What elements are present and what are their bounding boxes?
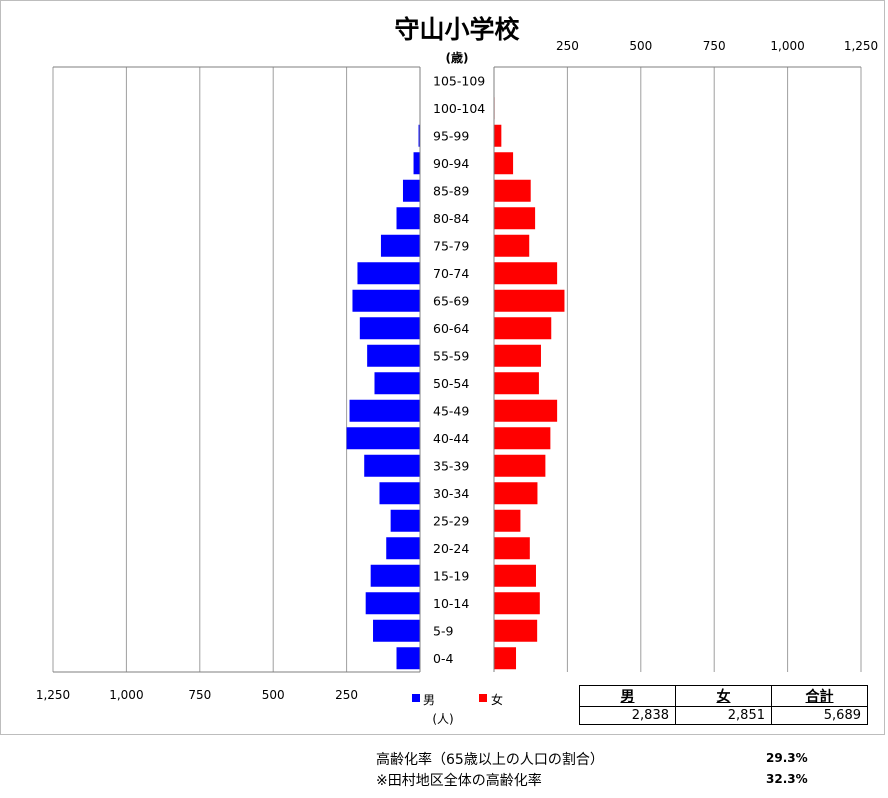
district-aging-rate-row: ※田村地区全体の高齢化率 32.3% xyxy=(376,770,808,790)
legend-female-swatch xyxy=(479,694,487,702)
bar-male xyxy=(365,592,420,615)
legend-female-label: 女 xyxy=(491,692,503,707)
bar-female xyxy=(494,427,551,450)
x-tick-label-male: 750 xyxy=(188,688,211,702)
aging-rate-label: 高齢化率（65歳以上の人口の割合） xyxy=(376,752,604,768)
bar-female xyxy=(494,152,514,175)
population-pyramid-chart: 105-109 100-104 95-99 90-94 85-89 80-84 75-79 7… xyxy=(36,15,878,726)
bar-male xyxy=(380,234,420,257)
bar-male xyxy=(367,344,420,367)
district-aging-rate-label: ※田村地区全体の高齢化率 xyxy=(376,773,542,789)
bar-female xyxy=(494,592,540,615)
age-group-label: 50-54 xyxy=(433,376,469,391)
bar-female xyxy=(494,619,538,642)
bar-male xyxy=(370,564,420,587)
bar-female xyxy=(494,372,539,395)
bar-female xyxy=(494,344,541,367)
age-group-label: 45-49 xyxy=(433,403,469,418)
chart-title: 守山小学校 xyxy=(394,15,520,44)
bar-male xyxy=(379,482,420,505)
x-axis-label: (人) xyxy=(432,712,453,726)
bar-male xyxy=(373,619,420,642)
bar-female xyxy=(494,179,531,202)
totals-header-male: 男 xyxy=(579,685,676,707)
legend-male-label: 男 xyxy=(423,693,435,707)
age-group-label: 80-84 xyxy=(433,211,469,226)
chart-frame xyxy=(0,0,885,735)
totals-value-row: 2,838 2,851 5,689 xyxy=(579,706,868,725)
x-tick-label-female: 750 xyxy=(703,39,726,53)
bar-female xyxy=(494,564,536,587)
x-tick-label-female: 500 xyxy=(629,39,652,53)
bar-female xyxy=(494,509,521,532)
bar-female xyxy=(494,289,565,312)
bar-female xyxy=(494,207,536,230)
bar-female xyxy=(494,482,538,505)
age-group-label: 10-14 xyxy=(433,596,469,611)
bar-female xyxy=(494,537,530,560)
bar-male xyxy=(357,262,420,285)
bar-female xyxy=(494,647,517,670)
age-group-label: 70-74 xyxy=(433,266,469,281)
bar-male xyxy=(374,372,420,395)
totals-header-total: 合計 xyxy=(771,685,868,707)
totals-header-female: 女 xyxy=(675,685,772,707)
age-group-label: 95-99 xyxy=(433,128,469,143)
bar-male xyxy=(364,454,420,477)
x-tick-label-male: 1,000 xyxy=(109,688,143,702)
age-group-label: 30-34 xyxy=(433,486,469,501)
age-group-label: 90-94 xyxy=(433,156,469,171)
age-group-label: 15-19 xyxy=(433,568,469,583)
bar-male xyxy=(359,317,420,340)
aging-rate-row: 高齢化率（65歳以上の人口の割合） 29.3% xyxy=(376,749,808,769)
age-group-label: 35-39 xyxy=(433,458,469,473)
age-group-label: 25-29 xyxy=(433,513,469,528)
totals-value-total: 5,689 xyxy=(771,706,868,725)
bar-female xyxy=(494,317,552,340)
bar-male xyxy=(413,152,420,175)
aging-rate-value: 29.3% xyxy=(766,751,808,765)
x-tick-label-female: 250 xyxy=(556,39,579,53)
bar-male xyxy=(352,289,420,312)
age-group-label: 75-79 xyxy=(433,238,469,253)
x-tick-label-male: 250 xyxy=(335,688,358,702)
bar-female xyxy=(494,454,546,477)
age-group-label: 5-9 xyxy=(433,623,453,638)
bar-male xyxy=(349,399,420,422)
bar-male xyxy=(402,179,420,202)
bar-female xyxy=(494,234,530,257)
x-tick-label-male: 1,250 xyxy=(36,688,70,702)
y-axis-label: (歳) xyxy=(446,50,469,65)
x-tick-label-male: 500 xyxy=(262,688,285,702)
bar-male xyxy=(390,509,420,532)
age-group-label: 65-69 xyxy=(433,293,469,308)
bar-female xyxy=(494,262,558,285)
totals-table: 男 女 合計 2,838 2,851 5,689 xyxy=(579,685,868,725)
age-group-label: 40-44 xyxy=(433,431,469,446)
age-group-label: 100-104 xyxy=(433,101,485,116)
x-tick-label-female: 1,000 xyxy=(770,39,804,53)
age-group-label: 0-4 xyxy=(433,651,453,666)
age-group-label: 20-24 xyxy=(433,541,469,556)
district-aging-rate-value: 32.3% xyxy=(766,772,808,786)
age-group-label: 60-64 xyxy=(433,321,469,336)
age-group-label: 55-59 xyxy=(433,348,469,363)
bar-male xyxy=(346,427,420,450)
totals-header-row: 男 女 合計 xyxy=(579,685,868,707)
bar-male xyxy=(396,207,420,230)
totals-value-male: 2,838 xyxy=(579,706,676,725)
bar-male xyxy=(418,124,420,147)
x-tick-label-female: 1,250 xyxy=(844,39,878,53)
bar-male xyxy=(386,537,420,560)
age-group-label: 85-89 xyxy=(433,183,469,198)
bar-female xyxy=(494,399,558,422)
age-group-label: 105-109 xyxy=(433,73,485,88)
legend-male-swatch xyxy=(412,694,420,702)
totals-value-female: 2,851 xyxy=(675,706,772,725)
bar-male xyxy=(396,647,420,670)
bar-female xyxy=(494,124,502,147)
